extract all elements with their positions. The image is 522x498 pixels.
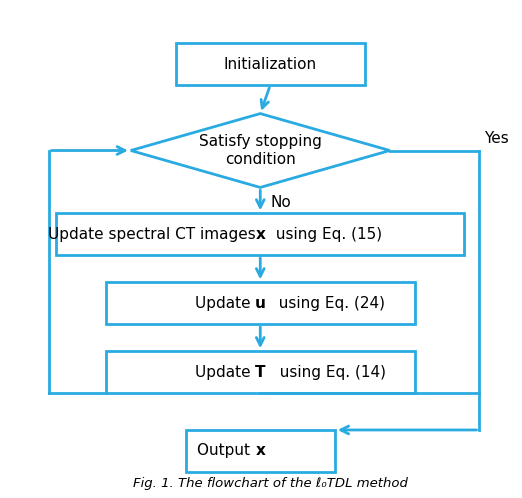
Text: x: x	[255, 227, 265, 242]
Text: using Eq. (24): using Eq. (24)	[269, 296, 385, 311]
Text: x: x	[255, 443, 265, 458]
FancyBboxPatch shape	[175, 43, 365, 85]
FancyBboxPatch shape	[185, 430, 335, 472]
FancyBboxPatch shape	[106, 282, 414, 324]
Polygon shape	[131, 114, 390, 187]
Text: Output: Output	[197, 443, 255, 458]
Text: using Eq. (14): using Eq. (14)	[270, 365, 386, 379]
Text: using Eq. (15): using Eq. (15)	[271, 227, 382, 242]
Text: Yes: Yes	[484, 130, 509, 145]
Text: Update spectral CT images: Update spectral CT images	[48, 227, 260, 242]
Text: Satisfy stopping
condition: Satisfy stopping condition	[199, 134, 322, 167]
Text: Update: Update	[195, 365, 260, 379]
Text: Initialization: Initialization	[223, 57, 317, 72]
Text: u: u	[255, 296, 266, 311]
FancyBboxPatch shape	[56, 213, 465, 255]
Text: No: No	[270, 195, 291, 210]
Text: Fig. 1. The flowchart of the ℓ₀TDL method: Fig. 1. The flowchart of the ℓ₀TDL metho…	[133, 477, 408, 491]
Text: T: T	[255, 365, 266, 379]
FancyBboxPatch shape	[106, 351, 414, 393]
Text: Update: Update	[195, 296, 260, 311]
